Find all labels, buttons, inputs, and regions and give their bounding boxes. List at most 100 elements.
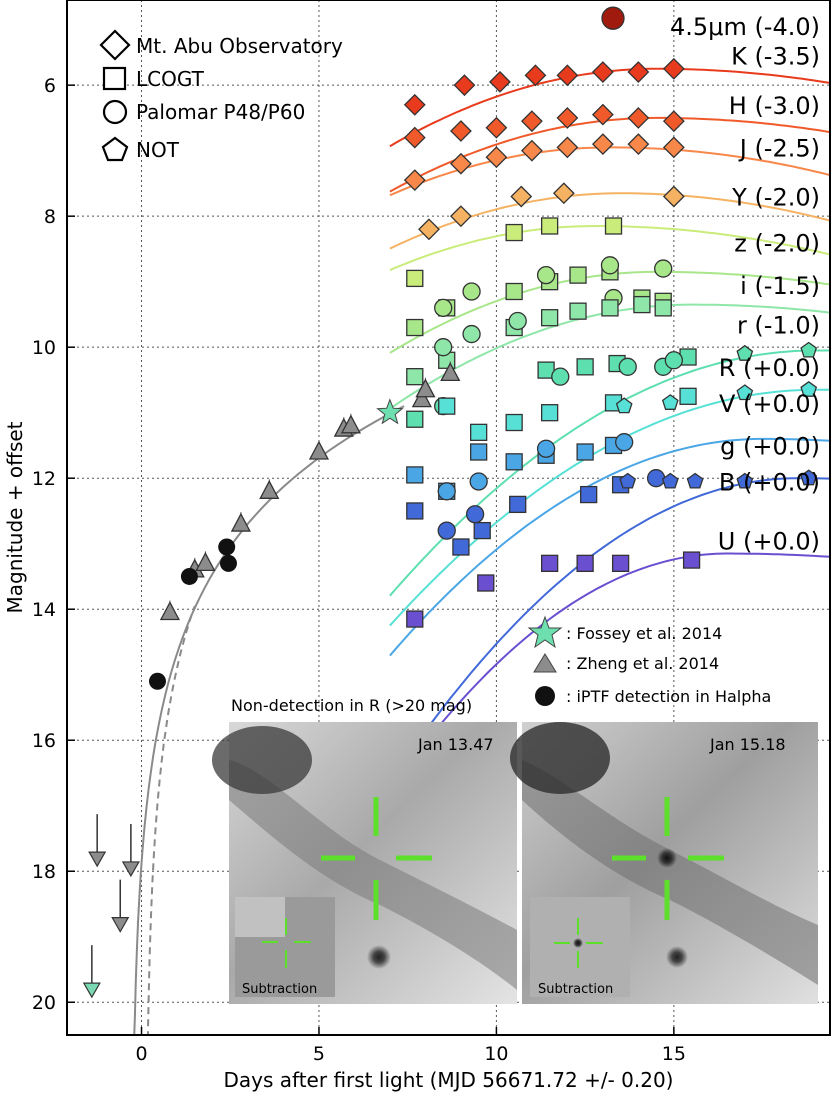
data-point: [662, 136, 685, 159]
y-tick-label: 10: [32, 337, 56, 359]
data-point: [619, 472, 637, 489]
data-point: [800, 341, 818, 358]
subtraction-label-2: Subtraction: [538, 982, 613, 997]
legend-marker-iptf: [535, 686, 555, 706]
data-point: [569, 302, 587, 320]
legend-marker-diamond: [99, 29, 131, 61]
data-point: [477, 574, 495, 592]
data-point: [434, 338, 453, 357]
fossey-point: [376, 398, 404, 425]
sub-crosshair-1: [262, 918, 311, 968]
instrument-legend: Mt. Abu Observatory LCOGT Palomar P48/P6…: [99, 29, 343, 162]
crosshair-2: [612, 797, 724, 920]
data-point: [646, 469, 666, 488]
legend-marker-pentagon: [101, 136, 129, 162]
data-point: [450, 120, 472, 142]
data-point: [552, 182, 575, 205]
data-point: [403, 169, 426, 192]
legend-label-not: NOT: [136, 138, 180, 162]
legend-marker-triangle: [533, 653, 557, 673]
y-tick-label: 6: [44, 75, 56, 97]
data-point: [505, 223, 523, 242]
image-inset: Subtraction Jan 13.47 Subtraction Jan 15…: [212, 696, 818, 1004]
data-point: [556, 64, 579, 87]
x-axis-title: Days after first light (MJD 56671.72 +/-…: [224, 1068, 674, 1092]
data-point: [604, 217, 623, 235]
data-point: [540, 554, 559, 573]
early-model-solid: [130, 405, 405, 1035]
data-point: [611, 554, 630, 573]
data-point: [536, 265, 556, 285]
data-point: [510, 185, 533, 208]
y-axis-title: Magnitude + offset: [3, 421, 27, 613]
data-point: [406, 368, 424, 386]
data-point: [520, 110, 543, 133]
legend-label-lcogt: LCOGT: [136, 67, 205, 91]
zheng-point: [440, 361, 461, 382]
iptf-point: [219, 554, 237, 572]
band-label: B (+0.0): [719, 468, 820, 496]
band-label: Y (-2.0): [731, 184, 820, 212]
band-label: g (+0.0): [720, 432, 820, 460]
upper-limit-marker: [88, 851, 107, 868]
data-point: [508, 311, 527, 331]
galaxy-band-1: [229, 760, 517, 990]
data-point: [556, 136, 579, 159]
legend-label-mtabu: Mt. Abu Observatory: [136, 34, 343, 58]
model-curve: [406, 477, 830, 757]
data-point: [615, 433, 634, 452]
data-point: [437, 482, 456, 501]
y-tick-label: 18: [32, 861, 56, 883]
legend-label-zheng: : Zheng et al. 2014: [566, 654, 719, 673]
star-source-2: [666, 946, 688, 968]
data-point: [664, 351, 684, 370]
early-data: [82, 361, 461, 999]
galaxy-core-2: [510, 722, 610, 794]
data-point: [580, 485, 598, 504]
data-point: [736, 344, 754, 361]
model-curve: [414, 552, 830, 758]
data-point: [418, 218, 440, 241]
data-point: [403, 126, 426, 149]
data-point: [450, 152, 472, 175]
upper-limit-marker: [111, 917, 130, 933]
legend-marker-circle: [102, 99, 128, 125]
data-point: [686, 472, 704, 489]
data-point: [406, 410, 424, 428]
data-point: [662, 57, 685, 80]
x-tick-label: 0: [135, 1043, 147, 1065]
data-point: [662, 110, 685, 133]
data-point: [452, 538, 470, 556]
iptf-point: [180, 567, 198, 585]
band-label: K (-3.5): [731, 43, 820, 71]
data-point: [591, 61, 614, 83]
panel-date-2: Jan 15.18: [709, 735, 786, 754]
data-point: [540, 217, 559, 235]
upper-limit-marker: [82, 982, 101, 999]
data-point: [627, 61, 650, 83]
subtraction-label-1: Subtraction: [242, 982, 317, 997]
x-tick-label: 10: [484, 1043, 508, 1065]
data-point: [540, 309, 559, 327]
data-points: [403, 57, 818, 628]
reference-legend: : Fossey et al. 2014 : Zheng et al. 2014…: [527, 615, 771, 706]
data-point: [661, 472, 679, 489]
data-point: [406, 502, 424, 520]
data-point: [406, 610, 424, 628]
data-point: [489, 70, 511, 93]
legend-marker-45um: [601, 6, 625, 30]
band-label: V (+0.0): [719, 390, 820, 418]
sub-crosshair-2: [554, 918, 603, 968]
data-point: [633, 295, 651, 314]
inset-title: Non-detection in R (>20 mag): [231, 696, 472, 715]
data-point: [800, 469, 818, 486]
zheng-point: [308, 440, 330, 460]
data-point: [462, 282, 481, 301]
band-label: 4.5μm (-4.0): [670, 13, 820, 41]
data-point: [679, 387, 697, 405]
data-point: [505, 282, 523, 301]
band-label: r (-1.0): [737, 311, 820, 339]
data-point: [540, 404, 559, 422]
zheng-point: [340, 414, 361, 434]
data-point: [662, 185, 685, 208]
